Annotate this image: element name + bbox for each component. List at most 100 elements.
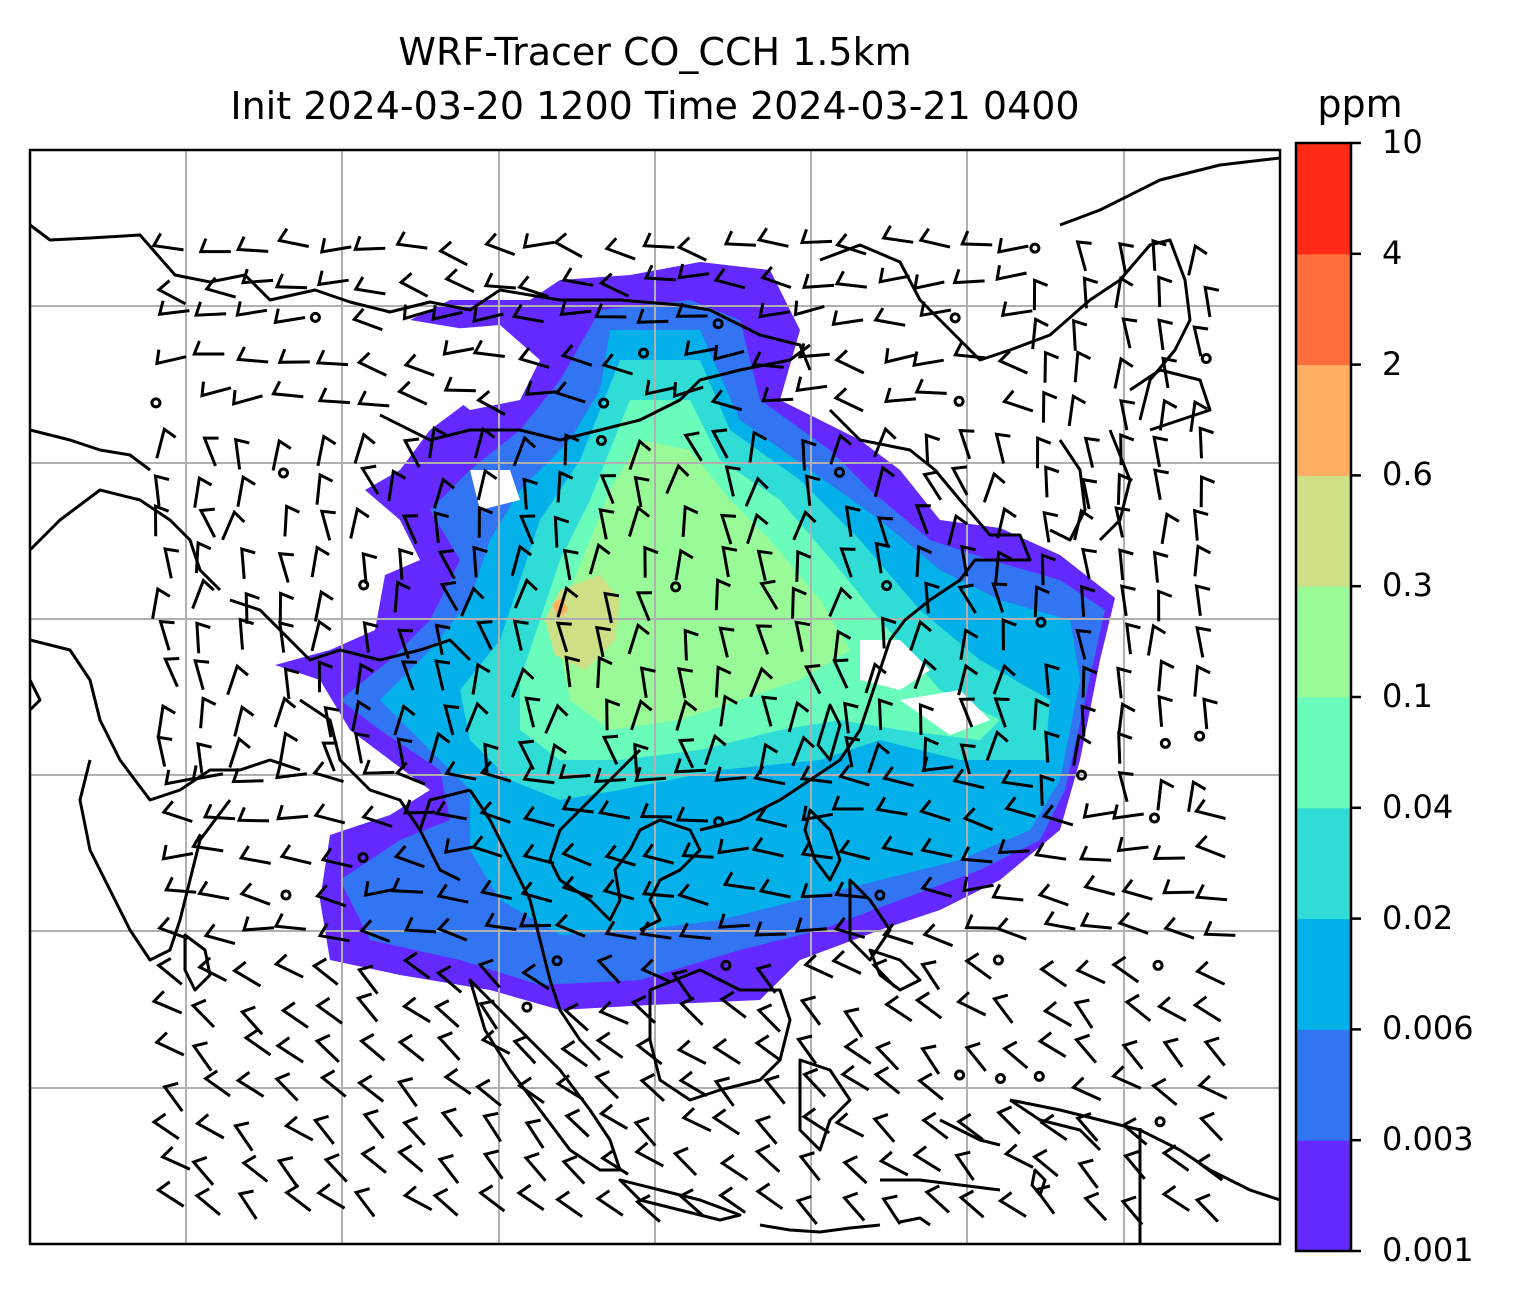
wind-barb — [717, 913, 750, 929]
wind-barb — [633, 1116, 657, 1147]
colorbar-segment — [1296, 918, 1351, 1030]
wind-barb — [235, 1070, 265, 1098]
wind-barb — [1152, 435, 1169, 468]
wind-barb — [797, 342, 830, 359]
wind-barb — [957, 583, 977, 614]
wind-barb — [834, 270, 867, 289]
wind-barb — [280, 1001, 309, 1029]
wind-barb — [1121, 317, 1138, 349]
wind-barb — [522, 232, 555, 249]
wind-barb — [482, 1111, 503, 1143]
wind-barb — [562, 1002, 589, 1032]
wind-barb — [279, 844, 312, 865]
wind-barb — [952, 341, 986, 360]
wind-barb — [482, 1149, 504, 1180]
wind-barb — [636, 308, 669, 324]
colorbar-tick-label: 0.003 — [1382, 1120, 1474, 1159]
wind-barb — [639, 920, 672, 940]
wind-barb — [396, 737, 413, 769]
wind-barb — [1117, 911, 1149, 935]
wind-barb — [473, 426, 496, 459]
wind-barb — [151, 990, 183, 1015]
wind-barb — [639, 666, 656, 699]
wind-barb — [434, 800, 467, 821]
wind-barb — [191, 833, 224, 853]
wind-barb — [683, 431, 703, 462]
calm-wind-marker — [670, 581, 682, 593]
wind-barb — [1120, 1195, 1144, 1226]
wind-barb — [484, 232, 516, 257]
colorbar-tick-label: 0.02 — [1382, 898, 1454, 937]
wind-barb — [843, 1037, 872, 1065]
wind-barb — [643, 545, 659, 578]
wind-barb — [1044, 663, 1060, 696]
wind-barb — [434, 623, 451, 656]
wind-barb — [323, 705, 340, 738]
calm-wind-marker — [638, 347, 650, 359]
wind-barb — [397, 1033, 425, 1062]
wind-barb — [273, 308, 306, 325]
wind-barb — [665, 463, 690, 495]
wind-barb — [598, 1103, 629, 1130]
wind-barb — [517, 275, 549, 298]
wind-barb — [472, 339, 505, 358]
wind-barb — [628, 438, 652, 471]
wind-barb — [243, 1028, 272, 1057]
wind-barb — [436, 917, 468, 942]
wind-barb — [474, 1078, 502, 1107]
calm-wind-marker — [874, 889, 886, 901]
wind-barb — [564, 1108, 590, 1138]
wind-barb — [677, 263, 710, 280]
wind-barb — [1114, 506, 1131, 538]
wind-barb — [758, 878, 791, 899]
wind-barb — [443, 1067, 472, 1096]
wind-barb — [635, 591, 653, 622]
wind-barb — [520, 881, 553, 903]
wind-barb — [1203, 920, 1236, 937]
wind-barb — [362, 621, 379, 653]
wind-barb — [156, 279, 187, 306]
wind-barb — [748, 430, 768, 463]
wind-barb — [359, 464, 380, 495]
wind-barb — [312, 761, 344, 784]
wind-barb — [719, 1153, 749, 1181]
wind-barb — [1150, 1077, 1178, 1107]
wind-barb — [314, 1033, 340, 1063]
wind-barb — [676, 667, 693, 699]
wind-barb — [959, 743, 976, 775]
wind-barb — [719, 694, 738, 727]
wind-barb — [1078, 845, 1112, 862]
wind-barb — [800, 841, 833, 860]
wind-barb — [190, 998, 216, 1029]
wind-barb — [1080, 547, 1097, 580]
wind-barb — [791, 586, 807, 619]
wind-barb — [1189, 399, 1208, 433]
wind-barb — [274, 273, 308, 290]
wind-barb — [920, 837, 953, 858]
wind-barb — [640, 958, 671, 984]
wind-barb — [162, 1081, 184, 1112]
wind-barb — [221, 509, 246, 541]
wind-barb — [1041, 390, 1058, 423]
calm-wind-marker — [1076, 769, 1088, 781]
wind-barb — [601, 353, 634, 376]
wind-barb — [443, 838, 476, 854]
wind-barb — [717, 1186, 747, 1214]
wind-barb — [436, 1031, 461, 1061]
wind-barb — [1041, 804, 1074, 827]
wind-barb — [478, 999, 499, 1030]
wind-barb — [155, 1180, 185, 1208]
wind-barb — [437, 240, 468, 267]
wind-barb — [721, 545, 738, 578]
wind-barb — [875, 796, 908, 816]
wind-barb — [464, 701, 489, 733]
colorbar-tick-label: 2 — [1382, 344, 1403, 383]
wind-barb — [241, 268, 274, 285]
wind-barb — [756, 227, 789, 248]
wind-barb — [351, 699, 372, 732]
wind-barb — [560, 344, 593, 367]
wind-barb — [1122, 1149, 1146, 1180]
wind-barb — [1032, 697, 1050, 731]
wind-barb — [754, 1115, 778, 1145]
wind-barb — [711, 1108, 741, 1136]
